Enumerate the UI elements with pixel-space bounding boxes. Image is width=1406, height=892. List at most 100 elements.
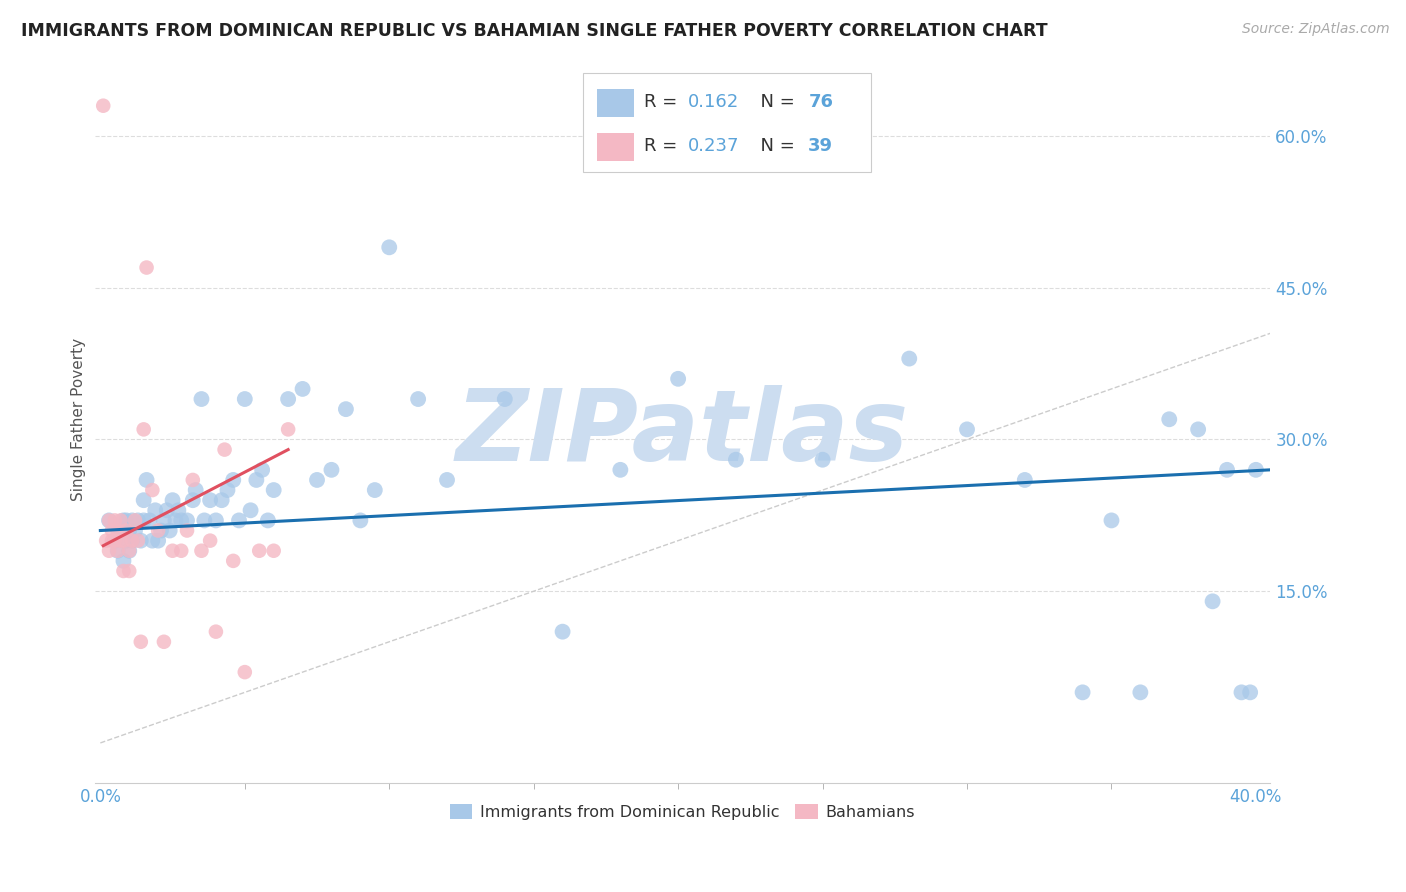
Point <box>118 564 141 578</box>
Point <box>436 473 458 487</box>
Point <box>263 483 285 497</box>
Point <box>124 513 146 527</box>
Point <box>118 543 141 558</box>
Point <box>1216 463 1239 477</box>
Point <box>406 392 429 406</box>
Point <box>956 422 979 436</box>
Point <box>233 665 256 680</box>
Point <box>277 422 299 436</box>
Point <box>110 513 132 527</box>
Point <box>121 513 143 527</box>
Point <box>162 543 184 558</box>
Point <box>1244 463 1267 477</box>
Point <box>101 533 124 548</box>
Point <box>115 533 138 548</box>
Point <box>198 533 221 548</box>
Point <box>150 524 173 538</box>
Text: 76: 76 <box>808 94 834 112</box>
Text: N =: N = <box>749 94 801 112</box>
Point <box>146 524 169 538</box>
Point <box>121 533 143 548</box>
Text: N =: N = <box>749 137 801 155</box>
Point <box>167 503 190 517</box>
Point <box>364 483 387 497</box>
Point <box>104 513 127 527</box>
Text: 0.237: 0.237 <box>689 137 740 155</box>
Point <box>112 513 135 527</box>
Point <box>1230 685 1253 699</box>
Point <box>184 483 207 497</box>
Point <box>245 473 267 487</box>
Point <box>291 382 314 396</box>
Point <box>143 503 166 517</box>
Point <box>222 554 245 568</box>
Point <box>94 533 117 548</box>
Point <box>811 452 834 467</box>
Point <box>257 513 280 527</box>
Point <box>198 493 221 508</box>
Point <box>104 533 127 548</box>
Point <box>162 493 184 508</box>
Bar <box>596 133 634 161</box>
Point <box>277 392 299 406</box>
Point <box>1071 685 1094 699</box>
Point <box>112 554 135 568</box>
Point <box>1187 422 1209 436</box>
Point <box>121 533 143 548</box>
Y-axis label: Single Father Poverty: Single Father Poverty <box>72 338 86 500</box>
Point <box>91 99 114 113</box>
Point <box>1014 473 1036 487</box>
Point <box>107 524 129 538</box>
Point <box>1101 513 1123 527</box>
Point <box>98 513 121 527</box>
Point <box>129 634 152 648</box>
Point <box>609 463 631 477</box>
Point <box>666 372 689 386</box>
Point <box>153 513 176 527</box>
Point <box>305 473 328 487</box>
Point <box>217 483 239 497</box>
Point <box>135 260 157 275</box>
Point <box>239 503 262 517</box>
Point <box>176 524 198 538</box>
Point <box>101 524 124 538</box>
Point <box>141 533 163 548</box>
Point <box>176 513 198 527</box>
Point <box>1239 685 1261 699</box>
Point <box>551 624 574 639</box>
Legend: Immigrants from Dominican Republic, Bahamians: Immigrants from Dominican Republic, Baha… <box>443 797 922 826</box>
Point <box>724 452 747 467</box>
Point <box>141 483 163 497</box>
Point <box>127 533 149 548</box>
Point <box>135 473 157 487</box>
Point <box>112 564 135 578</box>
Point <box>170 513 193 527</box>
Point <box>129 533 152 548</box>
Point <box>1201 594 1223 608</box>
Point <box>263 543 285 558</box>
Point <box>214 442 236 457</box>
Point <box>193 513 215 527</box>
Point <box>494 392 516 406</box>
Text: 39: 39 <box>808 137 834 155</box>
Text: Source: ZipAtlas.com: Source: ZipAtlas.com <box>1241 22 1389 37</box>
Point <box>170 543 193 558</box>
Bar <box>596 89 634 117</box>
Point <box>349 513 371 527</box>
Point <box>250 463 273 477</box>
Point <box>205 513 228 527</box>
Point <box>138 513 160 527</box>
Point <box>127 513 149 527</box>
Text: ZIPatlas: ZIPatlas <box>456 385 910 483</box>
Point <box>132 513 155 527</box>
Point <box>110 524 132 538</box>
Point <box>98 513 121 527</box>
Point <box>1129 685 1152 699</box>
Point <box>205 624 228 639</box>
Point <box>190 543 212 558</box>
Point <box>153 634 176 648</box>
Point <box>115 513 138 527</box>
Text: R =: R = <box>644 94 683 112</box>
Point <box>211 493 233 508</box>
Point <box>898 351 921 366</box>
